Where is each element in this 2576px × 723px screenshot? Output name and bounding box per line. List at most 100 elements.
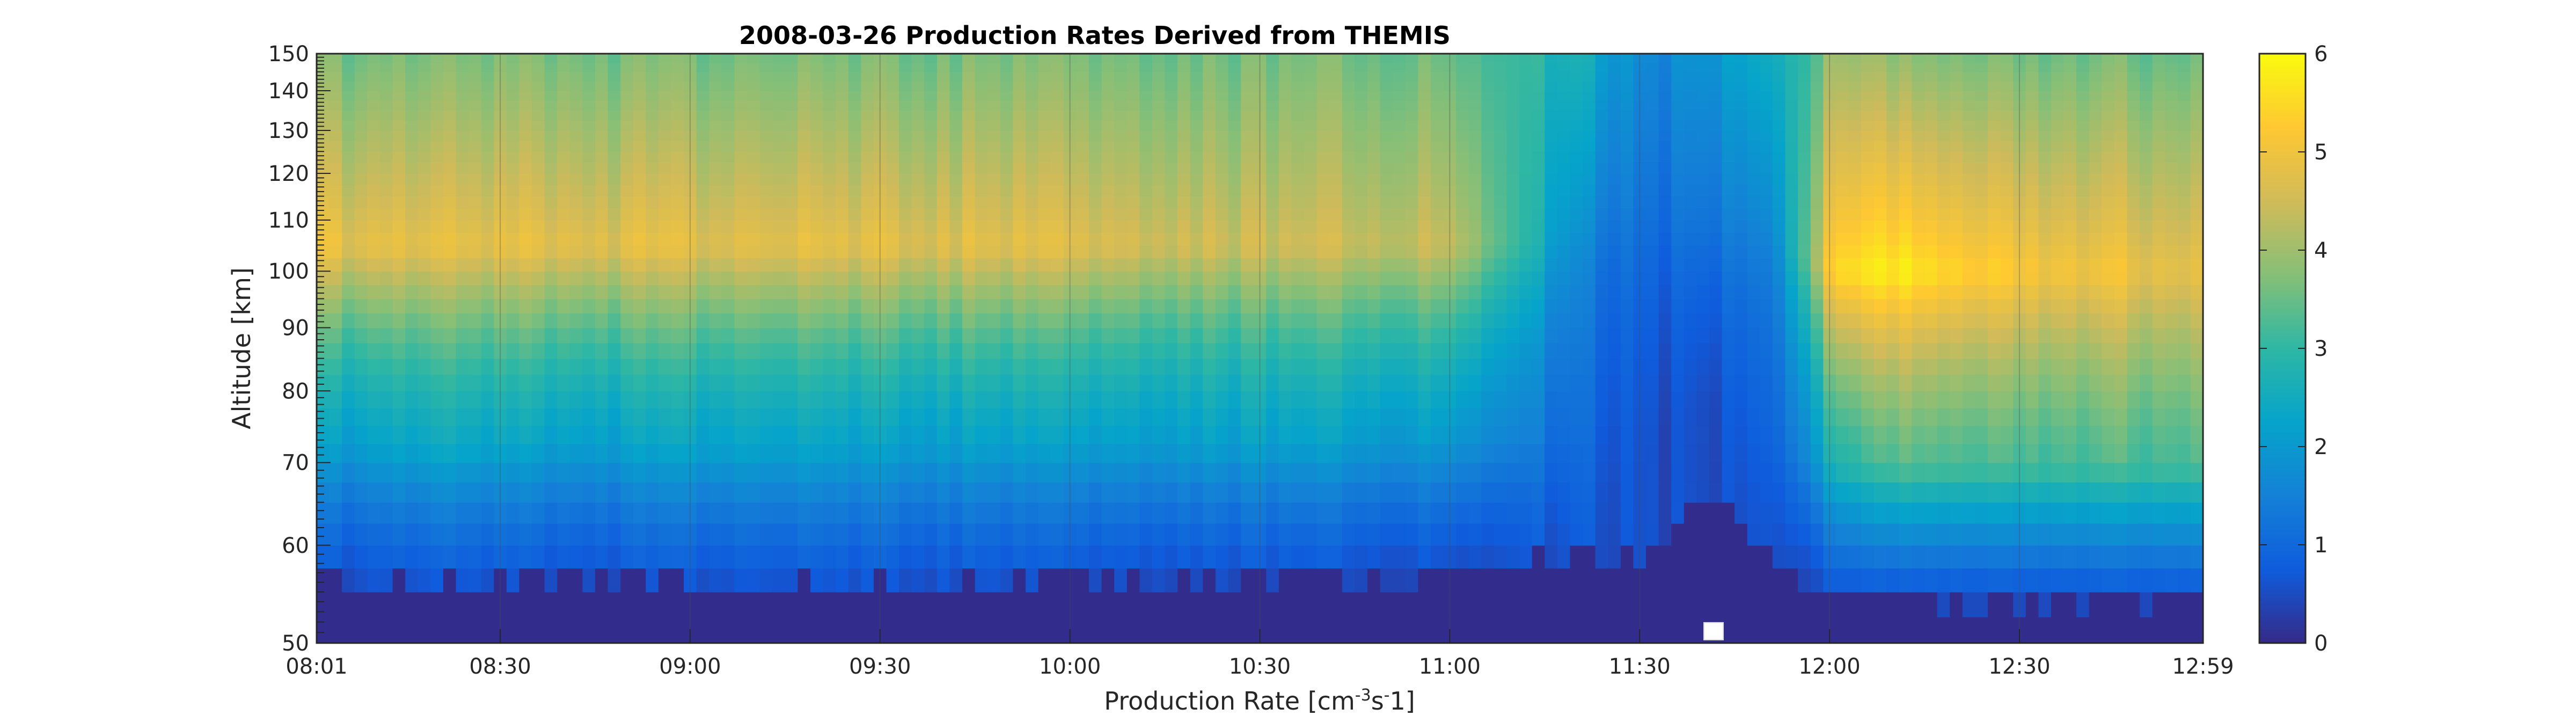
heatmap-cell <box>456 71 469 82</box>
heatmap-cell <box>1126 185 1140 197</box>
heatmap-cell <box>848 120 862 131</box>
heatmap-cell <box>1722 568 1735 593</box>
heatmap-cell <box>1152 173 1166 185</box>
heatmap-cell <box>772 374 786 392</box>
heatmap-cell <box>1545 407 1558 426</box>
heatmap-cell <box>1785 391 1798 408</box>
heatmap-cell <box>1848 81 1862 91</box>
heatmap-cell <box>1545 443 1558 463</box>
heatmap-cell <box>1266 482 1279 503</box>
heatmap-cell <box>1215 151 1229 163</box>
heatmap-cell <box>1367 90 1381 101</box>
heatmap-cell <box>810 617 824 644</box>
heatmap-cell <box>1557 245 1571 259</box>
heatmap-cell <box>1177 110 1191 121</box>
heatmap-cell <box>1722 271 1735 286</box>
heatmap-cell <box>582 208 596 221</box>
heatmap-cell <box>1583 482 1596 503</box>
heatmap-cell <box>1418 284 1431 300</box>
heatmap-cell <box>1316 358 1330 375</box>
heatmap-cell <box>1671 100 1685 111</box>
heatmap-cell <box>1430 462 1444 483</box>
heatmap-cell <box>620 162 634 174</box>
heatmap-cell <box>1026 425 1039 444</box>
heatmap-cell <box>532 196 545 209</box>
heatmap-cell <box>1772 425 1786 444</box>
heatmap-cell <box>1367 443 1381 463</box>
heatmap-cell <box>1393 90 1406 101</box>
heatmap-cell <box>1051 232 1064 246</box>
heatmap-cell <box>1380 130 1393 142</box>
heatmap-cell <box>1405 358 1419 375</box>
heatmap-cell <box>1165 151 1178 163</box>
heatmap-cell <box>709 358 722 375</box>
heatmap-cell <box>1671 298 1685 313</box>
heatmap-cell <box>1747 271 1761 286</box>
heatmap-cell <box>1608 185 1621 197</box>
heatmap-cell <box>1304 208 1318 221</box>
heatmap-cell <box>924 71 938 82</box>
heatmap-cell <box>873 313 887 328</box>
heatmap-cell <box>379 62 393 72</box>
heatmap-cell <box>1506 271 1520 286</box>
heatmap-cell <box>1823 81 1836 91</box>
heatmap-cell <box>1557 443 1571 463</box>
heatmap-cell <box>696 141 710 152</box>
heatmap-cell <box>899 407 912 426</box>
heatmap-cell <box>1545 196 1558 209</box>
heatmap-cell <box>1266 54 1279 63</box>
heatmap-cell <box>861 327 874 344</box>
heatmap-cell <box>506 591 520 618</box>
heatmap-cell <box>1848 407 1862 426</box>
heatmap-cell <box>1886 391 1900 408</box>
heatmap-cell <box>1456 90 1469 101</box>
heatmap-cell <box>810 196 824 209</box>
heatmap-cell <box>1646 358 1659 375</box>
heatmap-cell <box>962 141 976 152</box>
heatmap-cell <box>823 545 837 569</box>
heatmap-cell <box>342 591 355 618</box>
heatmap-cell <box>646 151 659 163</box>
heatmap-cell <box>1760 208 1773 221</box>
heatmap-cell <box>532 313 545 328</box>
heatmap-cell <box>911 482 925 503</box>
heatmap-cell <box>1633 151 1646 163</box>
heatmap-cell <box>354 71 368 82</box>
heatmap-cell <box>1367 141 1381 152</box>
heatmap-cell <box>1608 110 1621 121</box>
heatmap-cell <box>430 90 444 101</box>
heatmap-cell <box>1696 208 1710 221</box>
heatmap-cell <box>797 391 811 408</box>
heatmap-cell <box>1583 425 1596 444</box>
heatmap-cell <box>1355 162 1368 174</box>
heatmap-cell <box>1595 298 1609 313</box>
heatmap-cell <box>443 54 457 63</box>
heatmap-cell <box>519 407 532 426</box>
heatmap-cell <box>1241 245 1254 259</box>
heatmap-cell <box>582 173 596 185</box>
heatmap-cell <box>1772 185 1786 197</box>
heatmap-cell <box>721 523 735 546</box>
heatmap-cell <box>1722 374 1735 392</box>
heatmap-cell <box>1848 342 1862 359</box>
heatmap-cell <box>1545 313 1558 328</box>
heatmap-cell <box>1468 232 1482 246</box>
heatmap-cell <box>1380 502 1393 524</box>
heatmap-cell <box>936 208 950 221</box>
heatmap-cell <box>1545 462 1558 483</box>
heatmap-cell <box>721 545 735 569</box>
heatmap-cell <box>1139 462 1153 483</box>
heatmap-cell <box>1342 71 1356 82</box>
heatmap-cell <box>1430 90 1444 101</box>
heatmap-cell <box>582 185 596 197</box>
heatmap-cell <box>544 443 558 463</box>
heatmap-cell <box>620 220 634 233</box>
heatmap-cell <box>1089 342 1102 359</box>
heatmap-cell <box>1316 185 1330 197</box>
heatmap-cell <box>1633 374 1646 392</box>
heatmap-cell <box>797 443 811 463</box>
heatmap-cell <box>1405 100 1419 111</box>
heatmap-cell <box>949 568 963 593</box>
heatmap-cell <box>317 220 330 233</box>
heatmap-cell <box>1658 90 1672 101</box>
